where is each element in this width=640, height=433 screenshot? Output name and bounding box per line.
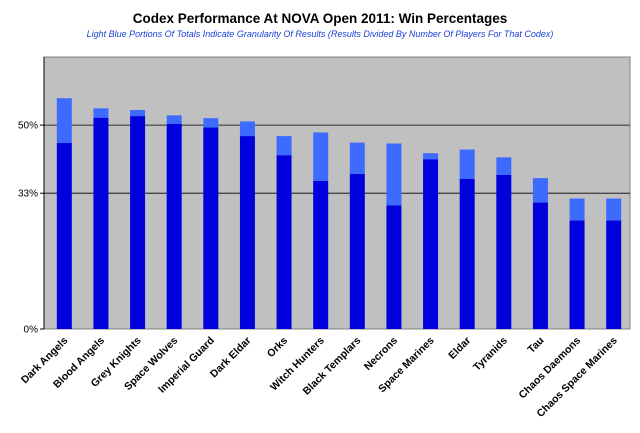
x-category-label: Eldar <box>446 335 473 362</box>
bar-granularity <box>349 142 365 175</box>
chart-subtitle: Light Blue Portions Of Totals Indicate G… <box>86 29 554 39</box>
y-tick-label: 33% <box>18 189 38 200</box>
chart-title: Codex Performance At NOVA Open 2011: Win… <box>132 11 508 26</box>
bar-base <box>166 123 182 329</box>
bar-granularity <box>130 110 146 117</box>
bar-base <box>239 136 255 329</box>
bar-granularity <box>386 143 402 206</box>
y-tick-label: 0% <box>24 325 39 336</box>
bar-granularity <box>569 198 585 221</box>
bar-base <box>349 174 365 329</box>
x-category-label: Orks <box>265 335 291 361</box>
bar-base <box>606 220 622 329</box>
bar-granularity <box>606 198 622 221</box>
bar-granularity <box>239 121 255 137</box>
bar-base <box>423 159 439 329</box>
bar-base <box>386 205 402 329</box>
bar-granularity <box>203 118 219 128</box>
bar-granularity <box>166 115 182 124</box>
bar-granularity <box>459 149 475 179</box>
bar-base <box>130 116 146 329</box>
bar-base <box>496 174 512 329</box>
bar-base <box>56 143 72 329</box>
x-category-label: Tyranids <box>471 335 510 374</box>
bar-base <box>276 155 292 329</box>
bar-granularity <box>56 98 72 144</box>
bar-base <box>459 178 475 329</box>
bar-base <box>313 180 329 329</box>
bar-granularity <box>496 157 512 175</box>
x-category-label: Tau <box>525 335 546 356</box>
x-category-label: Chaos Daemons <box>517 335 584 402</box>
bars <box>56 98 622 329</box>
bar-granularity <box>276 136 292 156</box>
bar-granularity <box>423 153 439 160</box>
bar-base <box>203 127 219 329</box>
bar-base <box>93 117 109 329</box>
bar-granularity <box>313 132 329 181</box>
bar-base <box>532 202 548 329</box>
y-tick-label: 50% <box>18 121 38 132</box>
bar-granularity <box>93 108 109 118</box>
y-axis-ticks: 50% 33% 0% <box>18 57 45 336</box>
bar-granularity <box>532 178 548 203</box>
bar-base <box>569 220 585 329</box>
